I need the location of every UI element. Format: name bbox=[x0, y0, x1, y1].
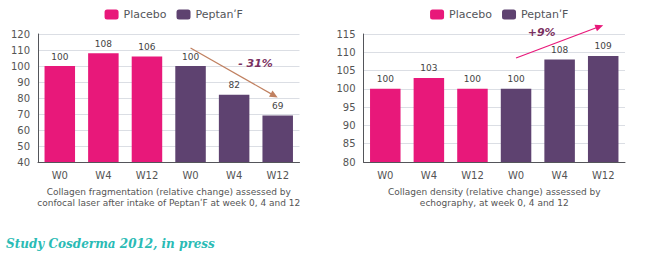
svg-text:110: 110 bbox=[336, 47, 355, 58]
svg-text:echography, at week 0, 4 and 1: echography, at week 0, 4 and 12 bbox=[420, 198, 569, 208]
svg-text:82: 82 bbox=[228, 80, 239, 90]
svg-text:100: 100 bbox=[464, 74, 481, 84]
svg-text:40: 40 bbox=[17, 157, 30, 168]
svg-text:PeptanʹF: PeptanʹF bbox=[521, 8, 568, 21]
svg-text:100: 100 bbox=[51, 52, 68, 62]
svg-text:W0: W0 bbox=[508, 170, 524, 181]
svg-text:60: 60 bbox=[17, 125, 30, 136]
svg-text:Collagen fragmentation (relati: Collagen fragmentation (relative change)… bbox=[47, 187, 292, 197]
svg-text:W0: W0 bbox=[182, 170, 198, 181]
svg-text:109: 109 bbox=[595, 41, 612, 51]
svg-text:W4: W4 bbox=[226, 170, 242, 181]
svg-text:50: 50 bbox=[17, 141, 30, 152]
svg-text:W4: W4 bbox=[421, 170, 437, 181]
svg-text:115: 115 bbox=[336, 29, 355, 40]
svg-text:PeptanʹF: PeptanʹF bbox=[196, 8, 243, 21]
svg-text:106: 106 bbox=[138, 42, 155, 52]
svg-text:confocal laser after intake of: confocal laser after intake of PeptanʹF … bbox=[37, 198, 300, 208]
svg-text:90: 90 bbox=[17, 77, 30, 88]
svg-text:103: 103 bbox=[420, 63, 437, 73]
svg-text:80: 80 bbox=[17, 93, 30, 104]
svg-text:95: 95 bbox=[343, 102, 356, 113]
svg-text:W0: W0 bbox=[377, 170, 393, 181]
svg-text:85: 85 bbox=[343, 138, 356, 149]
svg-text:W4: W4 bbox=[552, 170, 568, 181]
svg-text:+9%: +9% bbox=[528, 26, 556, 39]
svg-text:120: 120 bbox=[11, 29, 30, 40]
svg-text:W0: W0 bbox=[52, 170, 68, 181]
svg-text:80: 80 bbox=[343, 157, 356, 168]
svg-text:110: 110 bbox=[11, 45, 30, 56]
svg-text:W12: W12 bbox=[592, 170, 615, 181]
svg-text:Placebo: Placebo bbox=[124, 8, 167, 21]
svg-text:100: 100 bbox=[182, 52, 199, 62]
svg-text:Placebo: Placebo bbox=[449, 8, 492, 21]
svg-text:90: 90 bbox=[343, 120, 356, 131]
svg-text:100: 100 bbox=[336, 83, 355, 94]
svg-text:100: 100 bbox=[507, 74, 524, 84]
svg-text:105: 105 bbox=[336, 65, 355, 76]
svg-text:100: 100 bbox=[377, 74, 394, 84]
svg-text:100: 100 bbox=[11, 61, 30, 72]
svg-text:69: 69 bbox=[272, 101, 284, 111]
svg-text:W4: W4 bbox=[95, 170, 111, 181]
svg-text:Study Cosderma 2012, in press: Study Cosderma 2012, in press bbox=[6, 237, 215, 251]
svg-text:108: 108 bbox=[95, 39, 112, 49]
svg-text:- 31%: - 31% bbox=[238, 57, 273, 70]
svg-text:W12: W12 bbox=[461, 170, 484, 181]
svg-text:W12: W12 bbox=[136, 170, 159, 181]
svg-text:108: 108 bbox=[551, 45, 568, 55]
svg-text:W12: W12 bbox=[266, 170, 289, 181]
svg-text:Collagen density (relative cha: Collagen density (relative change) asses… bbox=[388, 187, 601, 197]
svg-text:70: 70 bbox=[17, 109, 30, 120]
